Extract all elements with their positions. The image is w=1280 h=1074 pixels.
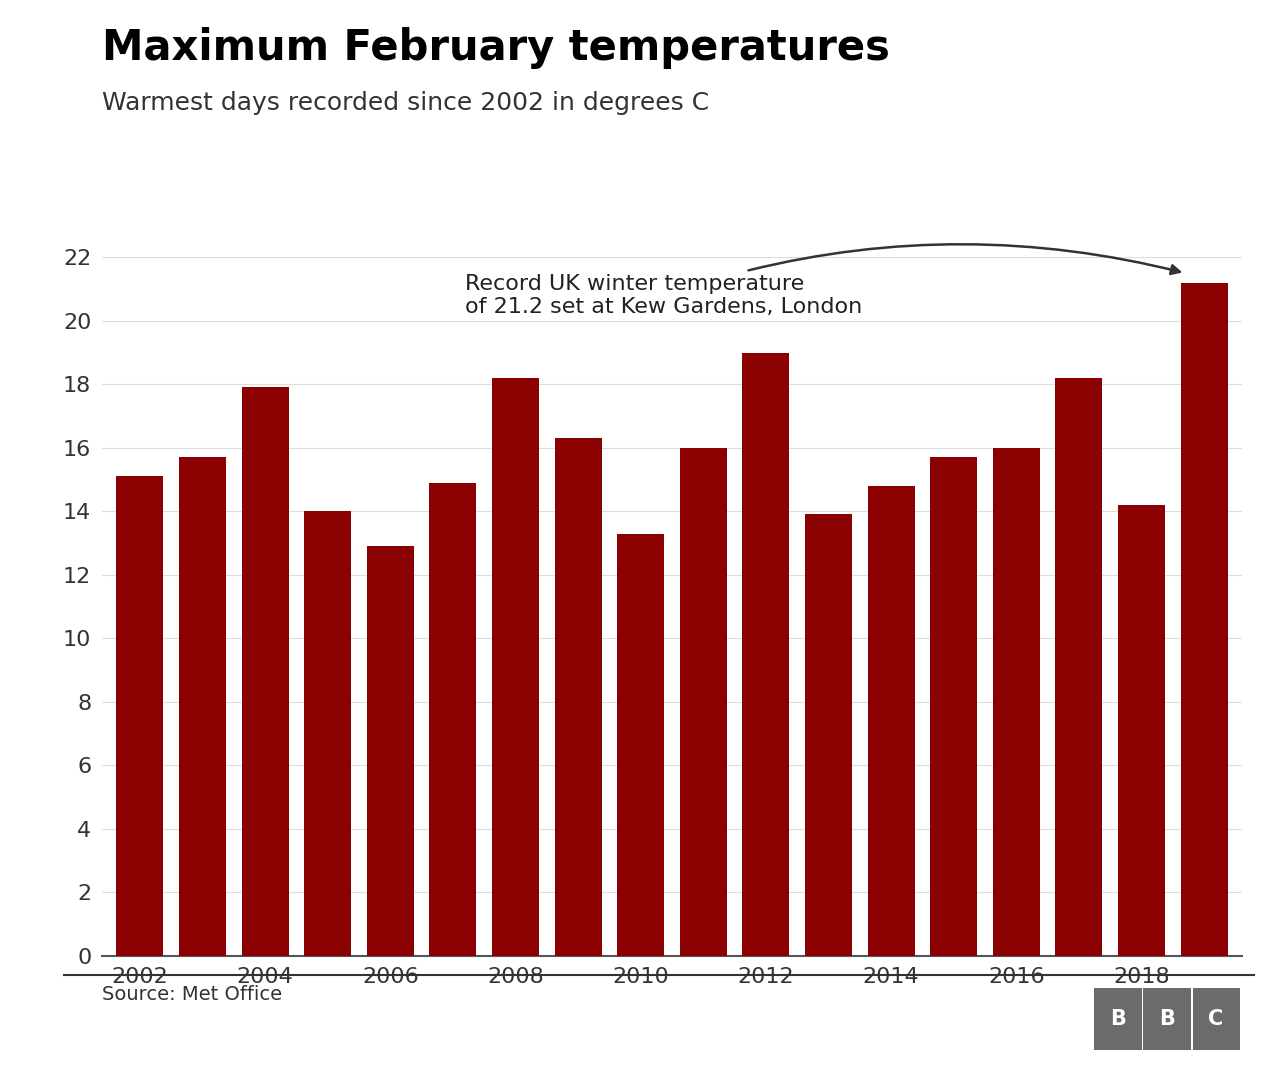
Bar — [993, 448, 1039, 956]
Bar — [1094, 988, 1142, 1050]
Bar — [305, 511, 351, 956]
Bar — [742, 352, 790, 956]
Bar — [1143, 988, 1190, 1050]
Text: C: C — [1208, 1010, 1224, 1029]
Text: Source: Met Office: Source: Met Office — [102, 985, 283, 1004]
Text: B: B — [1110, 1010, 1126, 1029]
Bar — [1180, 282, 1228, 956]
Bar — [1193, 988, 1239, 1050]
Bar — [242, 388, 288, 956]
Bar — [554, 438, 602, 956]
Bar — [805, 514, 852, 956]
Bar — [1056, 378, 1102, 956]
Bar — [430, 482, 476, 956]
Text: Warmest days recorded since 2002 in degrees C: Warmest days recorded since 2002 in degr… — [102, 91, 709, 115]
Bar — [617, 534, 664, 956]
Bar — [1117, 505, 1165, 956]
Bar — [868, 485, 914, 956]
Bar — [492, 378, 539, 956]
Bar — [931, 458, 977, 956]
Text: Record UK winter temperature
of 21.2 set at Kew Gardens, London: Record UK winter temperature of 21.2 set… — [466, 244, 1180, 317]
Text: B: B — [1160, 1010, 1175, 1029]
Text: Maximum February temperatures: Maximum February temperatures — [102, 27, 891, 69]
Bar — [680, 448, 727, 956]
Bar — [179, 458, 227, 956]
Bar — [116, 477, 164, 956]
Bar — [367, 547, 413, 956]
